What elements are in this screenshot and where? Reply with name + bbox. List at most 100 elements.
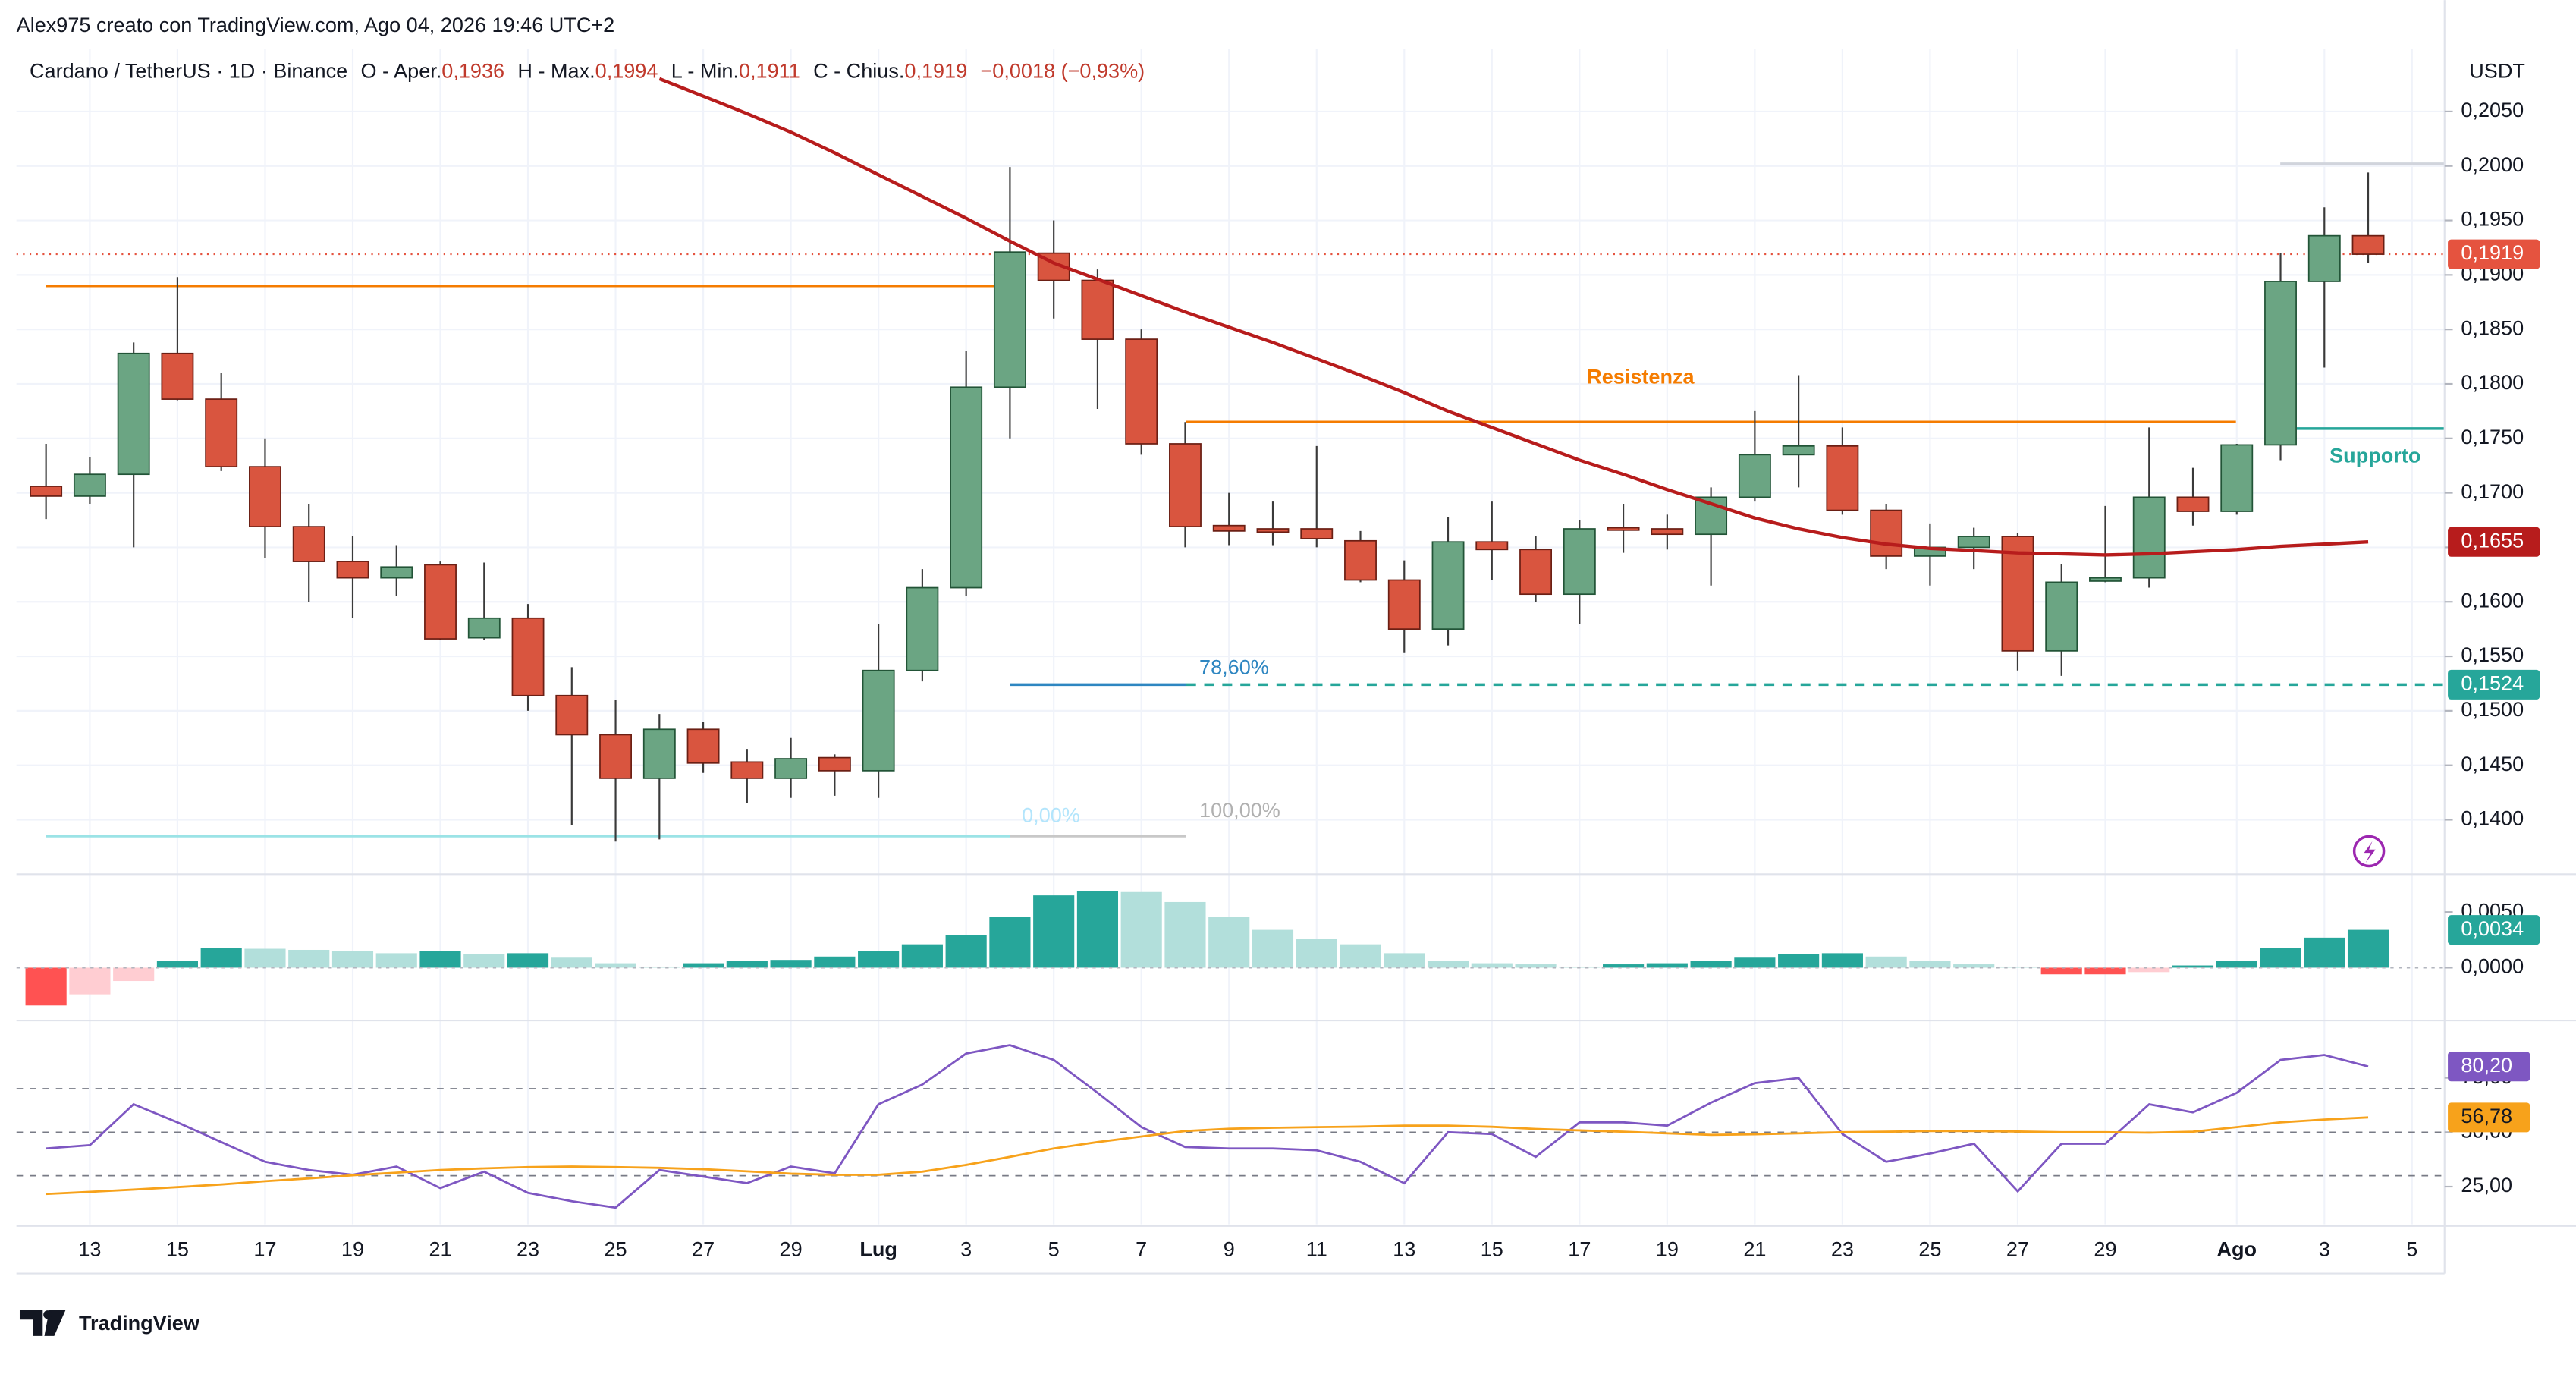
rsi-line — [46, 1116, 2369, 1196]
histogram-bar — [2084, 967, 2126, 975]
histogram-bar — [1953, 964, 1995, 968]
candle-body — [1169, 443, 1202, 527]
histogram-bar — [683, 963, 724, 968]
candle-body — [467, 617, 501, 639]
annotation: 78,60% — [1199, 656, 1269, 679]
histogram-bar — [419, 951, 461, 968]
candle-body — [511, 617, 545, 696]
histogram-bar — [1690, 961, 1732, 968]
y-tick-label: 0,1400 — [2461, 806, 2524, 830]
candle-body — [205, 398, 238, 468]
candle-body — [1607, 527, 1640, 531]
x-tick-label: 23 — [1831, 1237, 1854, 1260]
ohlc-value: 0,1919 — [904, 59, 967, 83]
candle-body — [73, 473, 106, 497]
x-tick-label: 3 — [2319, 1237, 2330, 1260]
candle-body — [686, 728, 720, 764]
histogram-bar — [1471, 963, 1513, 968]
ohlc-value: 0,1936 — [441, 59, 504, 83]
histogram-bar — [288, 949, 330, 968]
y-tick-label: 0,1700 — [2461, 479, 2524, 503]
currency: USDT — [2469, 59, 2525, 83]
histogram-bar — [1033, 895, 1075, 968]
histogram-bar — [1778, 954, 1820, 968]
price-tag-label: 0,1655 — [2461, 528, 2524, 552]
histogram-bar — [1076, 891, 1119, 968]
candle-body — [862, 669, 895, 772]
candle-body — [117, 352, 150, 476]
candle-body — [1782, 445, 1815, 456]
histogram-bar — [901, 944, 943, 968]
y-tick-label: 0,1850 — [2461, 316, 2524, 339]
candle-body — [2307, 234, 2341, 282]
candle-body — [2176, 496, 2210, 512]
x-tick-label: 19 — [341, 1237, 364, 1260]
candle-body — [1563, 528, 1596, 596]
histogram-bar — [1252, 929, 1294, 968]
x-tick-label: 23 — [517, 1237, 539, 1260]
candle-body — [993, 251, 1026, 388]
histogram-bar — [1734, 957, 1776, 968]
candle-body — [292, 526, 325, 562]
symbol: Cardano / TetherUS · 1D · Binance — [30, 59, 347, 83]
candle-body — [1344, 539, 1377, 581]
x-tick-label: 3 — [960, 1237, 972, 1260]
candle-body — [380, 566, 413, 579]
candle-body — [424, 564, 457, 640]
alert-icon[interactable] — [2352, 835, 2386, 868]
annotation: Resistenza — [1587, 364, 1695, 388]
candle-body — [2045, 581, 2078, 652]
histogram-bar — [463, 954, 505, 968]
y-tick-label: 0,1550 — [2461, 643, 2524, 666]
candle-body — [249, 466, 281, 527]
histogram-bar — [814, 956, 856, 968]
histogram-bar — [1821, 953, 1863, 968]
x-tick-label: 7 — [1136, 1237, 1147, 1260]
candle-body — [2001, 536, 2034, 652]
histogram-bar — [2172, 965, 2214, 968]
ohlc-key: L - Min. — [671, 59, 739, 83]
histogram-bar — [200, 948, 242, 968]
y-tick-label: 25,00 — [2461, 1173, 2512, 1196]
y-tick-label: 0,1600 — [2461, 588, 2524, 612]
x-tick-label: 13 — [1393, 1237, 1415, 1260]
candle-body — [1256, 528, 1290, 533]
y-tick-label: 0,0000 — [2461, 954, 2524, 978]
x-tick-label: 21 — [429, 1237, 451, 1260]
value-tag-label: 0,0034 — [2461, 917, 2524, 940]
histogram-bar — [1340, 944, 1381, 968]
histogram-bar — [551, 957, 592, 968]
histogram-bar — [69, 967, 111, 995]
histogram-bar — [1120, 891, 1162, 968]
value-tag — [2448, 1102, 2530, 1133]
candle-body — [2220, 444, 2254, 512]
histogram-bar — [113, 967, 155, 982]
candle-body — [161, 352, 194, 400]
histogram-bar — [2040, 967, 2082, 975]
candle-body — [906, 586, 939, 671]
candle-body — [1081, 279, 1114, 340]
x-tick-label: 9 — [1224, 1237, 1235, 1260]
x-tick-label: 17 — [253, 1237, 276, 1260]
candle-body — [1957, 536, 1990, 549]
candle-body — [730, 761, 764, 779]
histogram-bar — [331, 951, 374, 968]
rsi-line — [46, 1044, 2369, 1209]
x-tick-label: 21 — [1743, 1237, 1766, 1260]
candle-body — [2089, 577, 2122, 582]
candle-body — [774, 758, 808, 779]
x-tick-label: Ago — [2216, 1237, 2257, 1260]
value-tag-label: 56,78 — [2461, 1104, 2512, 1127]
x-tick-label: 25 — [1918, 1237, 1941, 1260]
candle-body — [30, 486, 63, 497]
x-tick-label: 17 — [1568, 1237, 1591, 1260]
ohlc-value: 0,1994 — [595, 59, 658, 83]
logo-text: TradingView — [79, 1311, 200, 1335]
candle-body — [1475, 541, 1509, 551]
y-tick-label: 0,2000 — [2461, 152, 2524, 176]
histogram-bar — [156, 961, 199, 968]
histogram-bar — [1427, 961, 1469, 968]
ohlc-key: H - Max. — [517, 59, 595, 83]
candle-body — [1125, 338, 1158, 445]
